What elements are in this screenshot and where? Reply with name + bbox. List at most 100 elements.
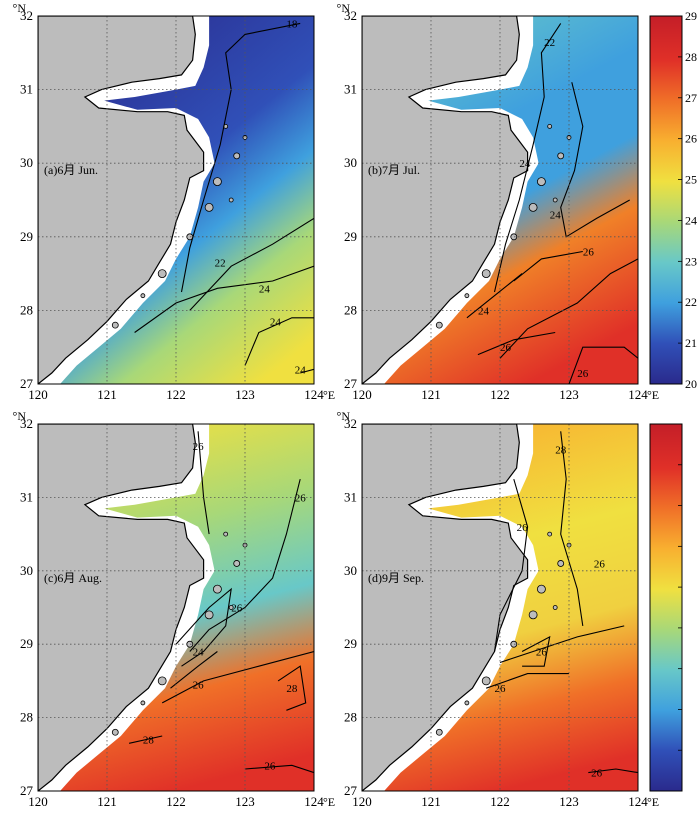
x-tick-label: 120 bbox=[352, 794, 372, 809]
contour-label: 28 bbox=[555, 445, 567, 457]
island bbox=[552, 605, 558, 610]
y-tick-label: 29 bbox=[20, 636, 33, 651]
isotherm-line bbox=[128, 735, 163, 744]
x-tick-label: 123 bbox=[235, 387, 255, 402]
island bbox=[111, 321, 119, 329]
colorbar-scale bbox=[649, 423, 683, 792]
contour-label: 22 bbox=[544, 37, 555, 49]
contour-label: 24 bbox=[519, 158, 531, 170]
island bbox=[228, 605, 234, 610]
y-tick-label: 27 bbox=[344, 376, 358, 391]
x-tick-label: 124 bbox=[304, 794, 324, 809]
colorbar-2 bbox=[649, 423, 683, 792]
contour-label: 24 bbox=[259, 283, 271, 295]
x-axis-unit: °E bbox=[323, 388, 335, 402]
panel-label: (b)7月 Jul. bbox=[368, 163, 420, 177]
colorbar-tick-label: 28 bbox=[685, 50, 697, 64]
island bbox=[228, 197, 234, 203]
island bbox=[481, 676, 491, 686]
y-tick-label: 29 bbox=[344, 229, 357, 244]
contour-label: 26 bbox=[295, 492, 307, 504]
x-axis-unit: °E bbox=[647, 388, 659, 402]
y-tick-label: 28 bbox=[344, 302, 357, 317]
x-tick-label: 121 bbox=[97, 794, 117, 809]
isotherm-line bbox=[521, 635, 551, 667]
contour-label: 28 bbox=[143, 735, 155, 747]
isotherm-line bbox=[588, 768, 638, 774]
panel-label: (c)6月 Aug. bbox=[44, 571, 102, 585]
y-tick-label: 30 bbox=[344, 155, 357, 170]
y-tick-label: 31 bbox=[344, 489, 357, 504]
island bbox=[547, 531, 553, 537]
isotherm-line bbox=[277, 665, 307, 711]
map-panel-d: 28 26 26 26 26 26 (d)9月 Sep. 120 121 122 123 124 °E 2… bbox=[337, 409, 660, 809]
y-tick-label: 32 bbox=[20, 416, 33, 431]
contour-label: 26 bbox=[583, 247, 595, 259]
contour-label: 24 bbox=[550, 210, 562, 222]
panel-label: (d)9月 Sep. bbox=[368, 571, 424, 585]
x-tick-label: 120 bbox=[352, 387, 372, 402]
island bbox=[435, 728, 443, 736]
x-tick-label: 122 bbox=[166, 387, 186, 402]
x-tick-label: 124 bbox=[304, 387, 324, 402]
x-tick-label: 122 bbox=[490, 794, 510, 809]
x-tick-label: 123 bbox=[559, 794, 579, 809]
island bbox=[557, 152, 565, 160]
map-panel-a: 18 22 24 24 24 (a)6月 Jun. 120 121 122 123 124 °E 27 2… bbox=[13, 1, 336, 402]
island bbox=[233, 152, 241, 160]
land-area bbox=[38, 424, 205, 791]
colorbar-scale bbox=[649, 15, 683, 385]
contour-label: 26 bbox=[193, 680, 205, 692]
island bbox=[464, 293, 470, 299]
x-axis-unit: °E bbox=[323, 795, 335, 809]
panel-frame bbox=[361, 423, 639, 792]
colorbar-tick-label: 26 bbox=[685, 132, 697, 146]
y-tick-label: 27 bbox=[20, 783, 34, 798]
contour-label: 22 bbox=[215, 258, 226, 270]
island bbox=[435, 321, 443, 329]
isotherm-line bbox=[486, 673, 569, 689]
isotherm-line bbox=[175, 587, 232, 667]
y-tick-label: 31 bbox=[20, 82, 33, 97]
contour-label: 26 bbox=[577, 368, 589, 380]
x-tick-label: 124 bbox=[628, 794, 648, 809]
island bbox=[510, 233, 518, 241]
island bbox=[157, 676, 167, 686]
y-tick-label: 29 bbox=[20, 229, 33, 244]
colorbar-tick-label: 22 bbox=[685, 295, 697, 309]
island bbox=[537, 584, 546, 594]
y-tick-label: 31 bbox=[20, 489, 33, 504]
land-area bbox=[362, 424, 529, 791]
x-tick-label: 120 bbox=[28, 387, 48, 402]
y-tick-label: 28 bbox=[20, 302, 33, 317]
contour-label: 26 bbox=[536, 647, 548, 659]
y-tick-label: 28 bbox=[344, 710, 357, 725]
isotherm-line bbox=[560, 82, 630, 238]
island bbox=[204, 610, 214, 620]
contour-label: 18 bbox=[286, 18, 298, 30]
isotherm-line bbox=[300, 368, 314, 374]
island bbox=[464, 700, 470, 706]
land-area bbox=[38, 16, 205, 384]
colorbar-tick-label: 24 bbox=[685, 213, 697, 227]
y-axis-unit: °N bbox=[13, 409, 27, 423]
land-area bbox=[362, 16, 529, 384]
x-axis-unit: °E bbox=[647, 795, 659, 809]
contour-label: 26 bbox=[231, 603, 243, 615]
contour-label: 26 bbox=[591, 768, 603, 780]
colorbar-tick-label: 21 bbox=[685, 336, 697, 350]
contour-label: 26 bbox=[264, 760, 276, 772]
panel-label: (a)6月 Jun. bbox=[44, 163, 98, 177]
colorbar-tick-label: 20 bbox=[685, 377, 697, 391]
y-axis-unit: °N bbox=[337, 1, 351, 15]
island bbox=[140, 293, 146, 299]
contour-label: 24 bbox=[193, 647, 205, 659]
island bbox=[111, 728, 119, 736]
contour-label: 26 bbox=[495, 683, 507, 695]
y-tick-label: 32 bbox=[20, 8, 33, 23]
island bbox=[552, 197, 558, 203]
isotherm-line bbox=[197, 431, 210, 535]
y-tick-label: 29 bbox=[344, 636, 357, 651]
